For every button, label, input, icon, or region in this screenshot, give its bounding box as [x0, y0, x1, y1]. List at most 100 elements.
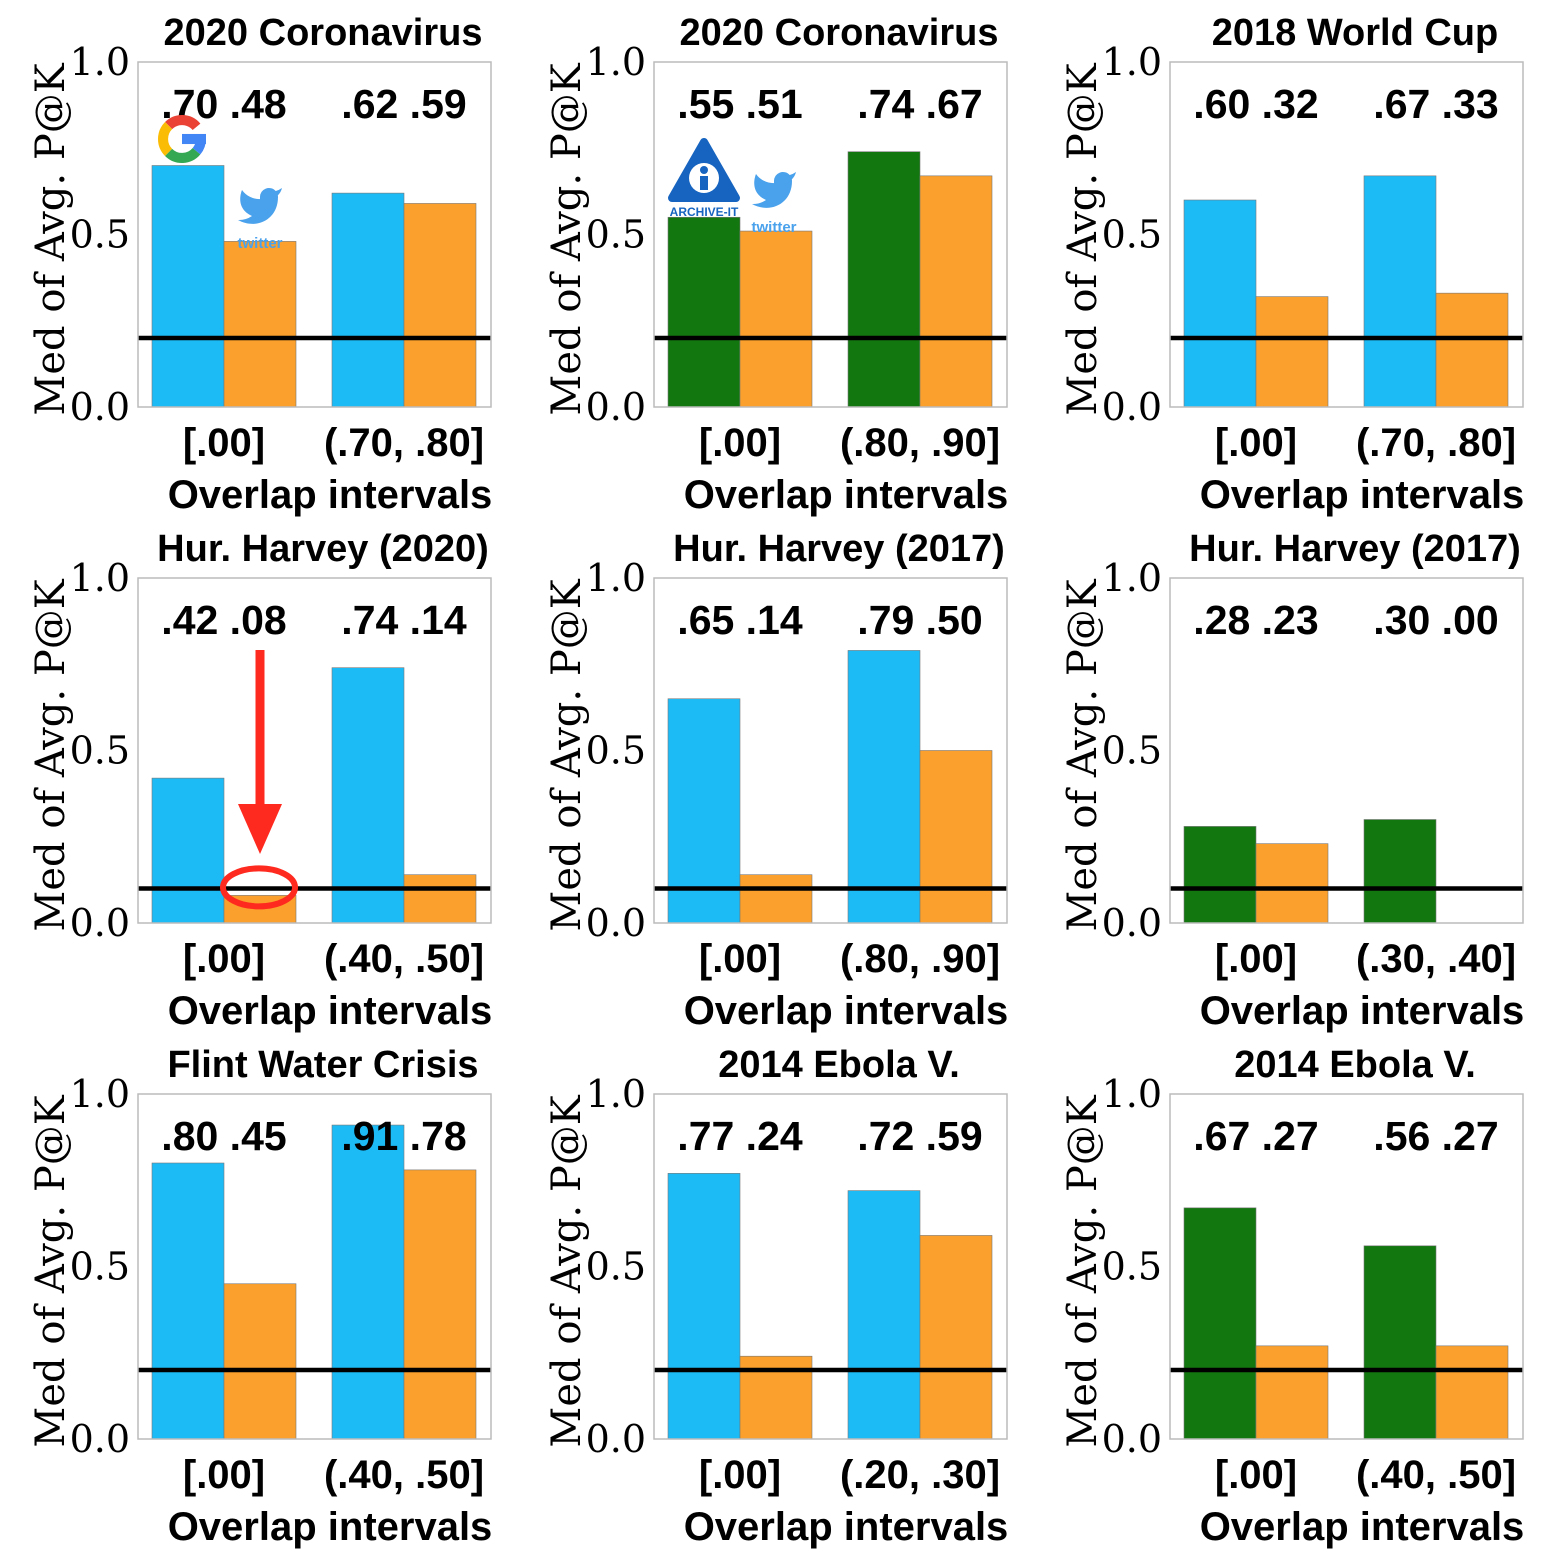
bar-google-1 [151, 165, 225, 408]
y-axis-label: Med of Avg. P@K [1060, 62, 1106, 415]
bar-archive_it-1 [1183, 1207, 1257, 1440]
y-tick-label: 1.0 [1102, 556, 1162, 600]
twitter-logo-icon: twitter [752, 171, 797, 236]
chart-svg: 2014 Ebola V. .77 .24 .72 .59 0.0 0.5 1.0Med … [544, 1044, 1008, 1549]
bar-twitter-1 [739, 230, 813, 408]
bar-google-2 [1363, 175, 1437, 408]
chart-panel-8: 2014 Ebola V. .77 .24 .72 .59 0.0 0.5 1.0 Med … [516, 1032, 1032, 1549]
chart-panel-3: 2018 World Cup .60 .32 .67 .33 0.0 0.5 1.0 Med… [1032, 0, 1548, 517]
y-tick-label: 0.0 [70, 901, 130, 945]
bar-twitter-2 [403, 203, 477, 408]
x-axis-label: Overlap intervals [1200, 989, 1525, 1033]
plot-frame [653, 577, 1008, 924]
plot-frame [1169, 1093, 1524, 1440]
x-tick-label: [.00] [183, 421, 265, 465]
bar-twitter-2 [919, 175, 993, 408]
y-tick-label: 0.0 [70, 1417, 130, 1461]
x-axis-label: Overlap intervals [168, 989, 493, 1033]
x-tick-label: (.70, .80] [324, 421, 484, 465]
x-tick-label: [.00] [699, 937, 781, 981]
value-label-1: .65 .14 [677, 597, 803, 643]
y-tick-label: 1.0 [1102, 1072, 1162, 1116]
chart-title: Hur. Harvey (2020) [157, 528, 489, 570]
y-tick-label: 0.5 [586, 729, 646, 773]
x-tick-label: [.00] [1215, 1453, 1297, 1497]
red-highlight-circle [220, 865, 298, 910]
x-tick-label: [.00] [699, 1453, 781, 1497]
y-tick-label: 0.5 [70, 729, 130, 773]
value-label-2: .62 .59 [341, 81, 466, 127]
y-tick-label: 0.0 [586, 901, 646, 945]
bar-google-1 [667, 698, 741, 924]
x-tick-label: (.40, .50] [1356, 1453, 1516, 1497]
x-tick-label: (.40, .50] [324, 937, 484, 981]
bar-archive_it-1 [1183, 826, 1257, 924]
value-label-2: .56 .27 [1373, 1113, 1498, 1159]
y-tick-label: 1.0 [70, 40, 130, 84]
x-axis-label: Overlap intervals [1200, 1505, 1525, 1549]
value-label-1: .60 .32 [1193, 81, 1318, 127]
chart-panel-9: 2014 Ebola V. .67 .27 .56 .27 0.0 0.5 1.0 Med … [1032, 1032, 1548, 1549]
chart-title: 2020 Coronavirus [680, 12, 999, 54]
y-axis-label: Med of Avg. P@K [28, 578, 74, 931]
chart-title: Hur. Harvey (2017) [673, 528, 1005, 570]
chart-svg: 2018 World Cup .60 .32 .67 .33 0.0 0.5 1.0Med… [1060, 12, 1525, 517]
x-tick-label: [.00] [1215, 421, 1297, 465]
plot-frame [1169, 577, 1524, 924]
archive-it-logo-icon: ARCHIVE-IT [668, 138, 740, 219]
bar-google-2 [847, 650, 921, 924]
bar-twitter-2 [1435, 1345, 1509, 1440]
bar-google-2 [331, 1124, 405, 1440]
twitter-logo-icon: twitter [238, 187, 283, 252]
bar-twitter-2 [919, 1235, 993, 1440]
bar-twitter-2 [403, 874, 477, 924]
value-label-1: .67 .27 [1193, 1113, 1318, 1159]
y-axis-label: Med of Avg. P@K [544, 62, 590, 415]
bar-archive_it-1 [667, 216, 741, 408]
plot-frame [137, 1093, 492, 1440]
y-tick-label: 0.5 [70, 213, 130, 257]
y-tick-label: 0.0 [70, 385, 130, 429]
y-axis-label: Med of Avg. P@K [544, 578, 590, 931]
x-axis-label: Overlap intervals [684, 473, 1009, 517]
bar-google-2 [331, 667, 405, 924]
y-tick-label: 1.0 [586, 40, 646, 84]
bar-twitter-1 [1255, 843, 1329, 924]
y-tick-label: 1.0 [70, 1072, 130, 1116]
x-tick-label: [.00] [183, 937, 265, 981]
value-label-1: .28 .23 [1193, 597, 1318, 643]
value-label-2: .74 .14 [341, 597, 467, 643]
y-tick-label: 1.0 [586, 556, 646, 600]
x-tick-label: [.00] [1215, 937, 1297, 981]
bar-twitter-2 [403, 1169, 477, 1440]
plot-frame [137, 61, 492, 408]
y-tick-label: 0.5 [1102, 1245, 1162, 1289]
x-tick-label: (.20, .30] [840, 1453, 1000, 1497]
y-axis-label: Med of Avg. P@K [1060, 578, 1106, 931]
bar-twitter-1 [223, 241, 297, 408]
x-tick-label: [.00] [699, 421, 781, 465]
y-tick-label: 0.0 [586, 385, 646, 429]
value-label-1: .80 .45 [161, 1113, 286, 1159]
bar-archive_it-2 [1363, 1245, 1437, 1440]
chart-panel-4: Hur. Harvey (2020) .42 .08 .74 .14 0.0 0.5 1.… [0, 516, 516, 1033]
chart-svg: 2020 Coronavirus .55 .51 .74 .67 0.0 0.5 1.0M… [544, 12, 1009, 517]
plot-frame [653, 61, 1008, 408]
plot-frame [1169, 61, 1524, 408]
y-tick-label: 0.0 [1102, 385, 1162, 429]
x-axis-label: Overlap intervals [1200, 473, 1525, 517]
chart-panel-7: Flint Water Crisis .80 .45 .91 .78 0.0 0.5 1.… [0, 1032, 516, 1549]
value-label-2: .67 .33 [1373, 81, 1498, 127]
chart-title: Flint Water Crisis [167, 1044, 478, 1086]
bar-archive_it-2 [847, 151, 921, 408]
twitter-logo-text: twitter [752, 219, 797, 236]
bar-twitter-2 [919, 750, 993, 924]
y-tick-label: 0.5 [1102, 213, 1162, 257]
twitter-logo-text: twitter [238, 235, 283, 252]
bar-google-2 [331, 192, 405, 408]
bar-twitter-1 [739, 874, 813, 924]
chart-svg: Flint Water Crisis .80 .45 .91 .78 0.0 0.5 1.… [28, 1044, 492, 1549]
value-label-1: .42 .08 [161, 597, 286, 643]
chart-svg: 2014 Ebola V. .67 .27 .56 .27 0.0 0.5 1.0Med … [1060, 1044, 1525, 1549]
